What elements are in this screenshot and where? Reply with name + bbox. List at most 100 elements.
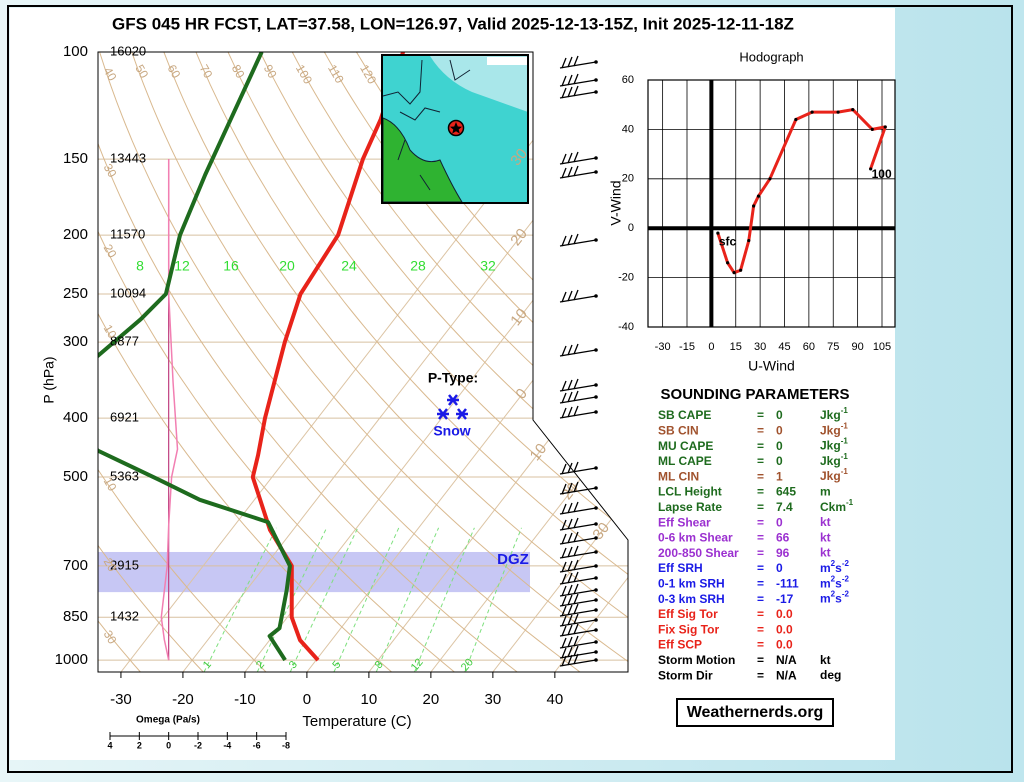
barb-station <box>594 78 598 82</box>
hodograph-point <box>870 127 874 131</box>
wind-barb <box>559 73 598 87</box>
param-value: -111 <box>776 576 799 590</box>
param-unit: Jkg-1 <box>820 421 848 437</box>
adiabat-label: 60 <box>165 62 184 81</box>
moist-adiabat-label: 16 <box>223 258 239 274</box>
barb-station <box>594 410 598 414</box>
isotherm <box>430 52 628 672</box>
param-label: Eff SRH <box>658 561 703 575</box>
param-value: -17 <box>776 592 794 606</box>
barb-flag <box>573 55 579 67</box>
wind-barb <box>559 501 598 515</box>
barb-flag <box>567 391 573 403</box>
y-tick-label: -40 <box>618 321 634 333</box>
barb-flag <box>561 547 567 559</box>
barb-flag <box>561 573 567 585</box>
y-tick-label: 850 <box>63 608 88 625</box>
y-tick-label: 150 <box>63 150 88 167</box>
dry-adiabat <box>98 52 204 672</box>
barb-flag <box>561 235 567 247</box>
unit-text: deg <box>820 668 841 682</box>
barb-flag <box>567 594 573 606</box>
param-label: MU CAPE <box>658 439 713 453</box>
barb-flag <box>567 74 573 86</box>
y-tick-label: 400 <box>63 409 88 426</box>
barb-flag <box>561 625 567 637</box>
omega-tick-label: -8 <box>282 740 290 750</box>
param-unit: kt <box>820 531 831 545</box>
height-label: 10094 <box>110 285 146 300</box>
barb-station <box>594 618 598 622</box>
param-unit: m2s-2 <box>820 559 849 575</box>
wind-barb <box>559 461 598 475</box>
wind-barb <box>559 85 598 99</box>
barb-flag <box>561 561 567 573</box>
plot-border <box>97 51 629 673</box>
moist-adiabat-label: 32 <box>480 258 496 274</box>
barb-flag <box>567 234 573 246</box>
unit-text: s <box>835 592 842 606</box>
barb-flag <box>573 233 579 245</box>
dry-adiabat <box>163 52 628 672</box>
barb-flag <box>567 379 573 391</box>
inset-map <box>381 54 529 204</box>
param-unit: Ckm-1 <box>820 498 854 514</box>
dry-adiabat <box>98 52 518 672</box>
table-title: SOUNDING PARAMETERS <box>661 386 850 403</box>
x-tick-label: 105 <box>873 341 891 353</box>
wind-barb <box>559 583 598 597</box>
barb-staff <box>559 295 597 303</box>
x-tick-label: -30 <box>110 691 132 708</box>
dry-adiabat <box>98 52 267 672</box>
adiabat-label: 20 <box>101 555 120 574</box>
x-tick-label: 30 <box>754 341 766 353</box>
param-label: SB CAPE <box>658 408 711 422</box>
x-tick-label: -15 <box>679 341 695 353</box>
param-label: Storm Motion <box>658 653 735 667</box>
param-unit: Jkg-1 <box>820 406 848 422</box>
mixing-ratio-line <box>256 527 328 672</box>
barb-flag <box>561 345 567 357</box>
hodograph-point <box>768 177 772 181</box>
hodograph-point <box>883 125 887 129</box>
snow-symbol <box>456 408 468 420</box>
param-equals: = <box>757 576 764 590</box>
param-label: Eff Sig Tor <box>658 607 718 621</box>
unit-superscript: -1 <box>841 421 849 430</box>
barb-staff <box>559 551 597 559</box>
param-label: Lapse Rate <box>658 500 722 514</box>
barb-flag <box>561 637 567 649</box>
barb-station <box>594 564 598 568</box>
barb-flag <box>567 406 573 418</box>
param-equals: = <box>757 668 764 682</box>
param-value: 7.4 <box>776 500 793 514</box>
wind-barb <box>559 653 598 667</box>
adiabat-label: 40 <box>101 65 120 84</box>
wind-barb <box>559 623 598 637</box>
start-label: sfc <box>719 234 737 248</box>
x-tick-label: 0 <box>708 341 714 353</box>
param-label: Eff Shear <box>658 515 711 529</box>
x-tick-label: -10 <box>234 691 256 708</box>
param-label: 0-6 km Shear <box>658 531 733 545</box>
param-unit: m <box>820 485 831 499</box>
height-label: 13443 <box>110 151 146 166</box>
param-unit: Jkg-1 <box>820 467 848 483</box>
wind-barb <box>559 343 598 357</box>
param-value: 645 <box>776 485 796 499</box>
dry-adiabat <box>227 52 628 672</box>
adiabat-label: 80 <box>229 62 248 81</box>
param-equals: = <box>757 439 764 453</box>
dry-adiabat <box>98 52 392 672</box>
hodograph-point <box>756 194 761 198</box>
barb-flag <box>573 85 579 97</box>
barb-station <box>594 598 598 602</box>
param-unit: m2s-2 <box>820 590 849 606</box>
moist-adiabat-label: 28 <box>410 258 426 274</box>
barb-flag <box>561 380 567 392</box>
param-equals: = <box>757 561 764 575</box>
barb-flag <box>561 483 567 495</box>
ptype-title: P-Type: <box>428 370 478 386</box>
x-tick-label: 30 <box>485 691 502 708</box>
